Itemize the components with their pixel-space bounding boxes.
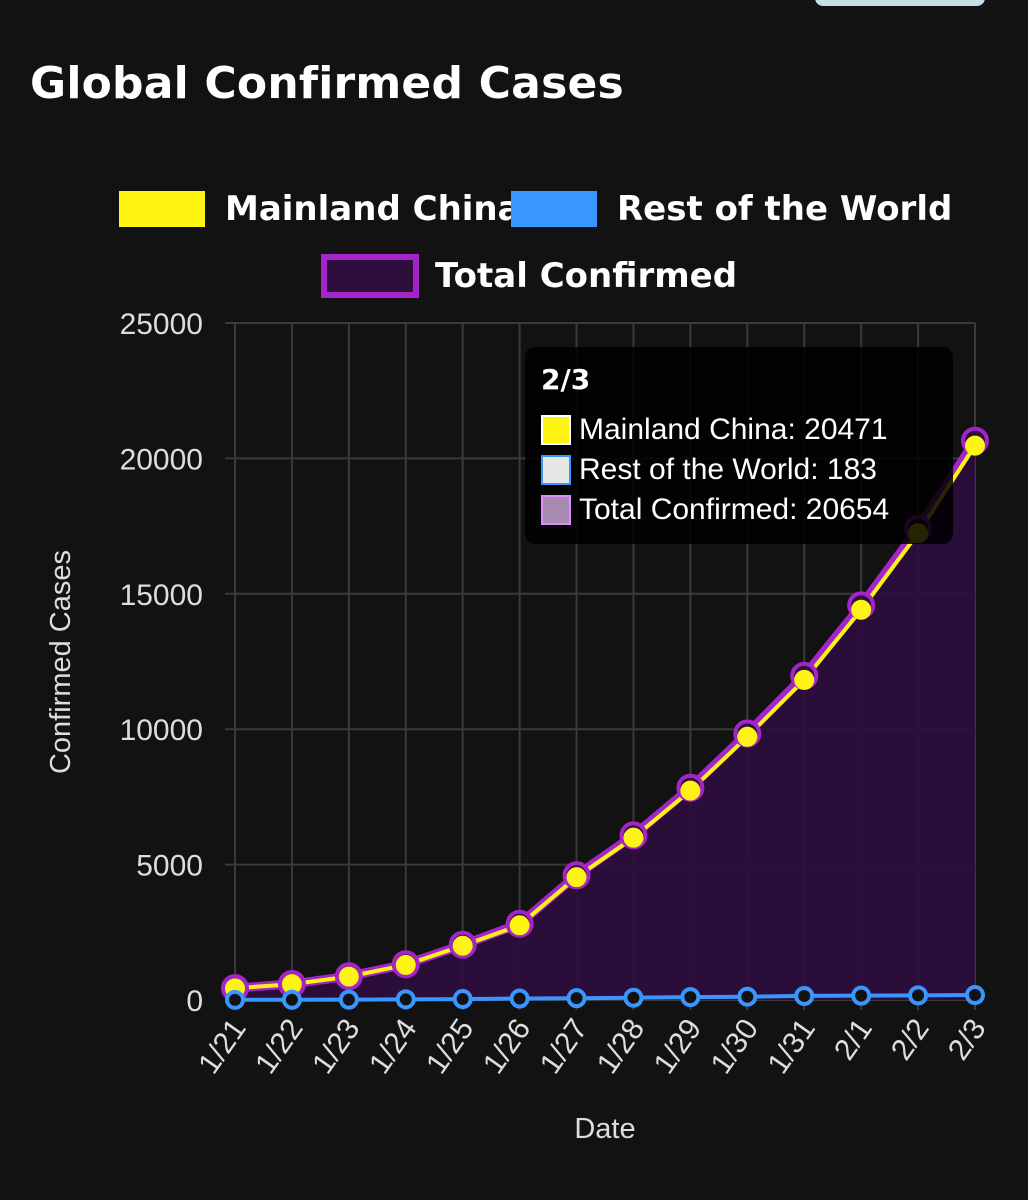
rest-of-world-point <box>908 985 929 1006</box>
x-axis-label: Date <box>574 1113 635 1145</box>
rest-of-world-point <box>281 989 302 1010</box>
y-tick-label: 20000 <box>120 443 203 476</box>
chart-title: Global Confirmed Cases <box>30 58 624 109</box>
legend-swatch-rest-of-world <box>511 191 597 227</box>
x-tick-label: 1/24 <box>363 1013 424 1080</box>
tooltip-swatch-rest-of-world <box>541 455 571 485</box>
legend-label-mainland-china: Mainland China <box>225 189 521 229</box>
x-tick-label: 1/30 <box>705 1013 766 1080</box>
rest-of-world-point <box>225 989 245 1010</box>
legend-swatch-total-confirmed <box>321 254 419 298</box>
mainland-china-point <box>680 780 701 801</box>
legend-label-total-confirmed: Total Confirmed <box>435 256 738 296</box>
legend-item-total-confirmed[interactable]: Total Confirmed <box>321 254 737 298</box>
legend-swatch-mainland-china <box>119 191 205 227</box>
x-tick-label: 1/27 <box>534 1013 595 1080</box>
chart-tooltip: 2/3 Mainland China: 20471 Rest of the Wo… <box>525 347 953 544</box>
rest-of-world-point <box>851 985 872 1006</box>
rest-of-world-point <box>680 987 701 1008</box>
x-axis-ticks: 1/211/221/231/241/251/261/271/281/291/30… <box>192 1013 993 1080</box>
tooltip-title: 2/3 <box>541 363 591 396</box>
mainland-china-point <box>851 599 872 620</box>
x-tick-label: 1/21 <box>192 1013 253 1080</box>
tooltip-text-mainland-china: Mainland China: 20471 <box>579 413 888 446</box>
mainland-china-point <box>737 726 758 747</box>
tooltip-swatch-total-confirmed <box>541 495 571 525</box>
rest-of-world-point <box>395 989 416 1010</box>
x-tick-label: 1/26 <box>477 1013 538 1080</box>
mainland-china-point <box>566 867 587 888</box>
x-tick-label: 1/25 <box>420 1013 481 1080</box>
total-confirmed-area <box>235 440 975 1000</box>
tooltip-swatch-mainland-china <box>541 415 571 445</box>
tooltip-text-rest-of-world: Rest of the World: 183 <box>579 453 877 486</box>
x-tick-label: 1/31 <box>761 1013 822 1080</box>
y-tick-label: 5000 <box>136 850 203 883</box>
rest-of-world-point <box>794 985 815 1006</box>
rest-of-world-point <box>509 988 530 1009</box>
rest-of-world-point <box>965 985 985 1006</box>
tooltip-row-mainland-china: Mainland China: 20471 <box>541 410 937 450</box>
x-tick-label: 2/2 <box>885 1013 936 1066</box>
legend-label-rest-of-world: Rest of the World <box>617 189 953 229</box>
mainland-china-point <box>965 435 985 456</box>
total-confirmed-fill <box>235 440 975 1000</box>
rest-of-world-point <box>737 986 758 1007</box>
rest-of-world-point <box>623 987 644 1008</box>
legend-item-mainland-china[interactable]: Mainland China <box>119 189 521 229</box>
y-tick-label: 25000 <box>120 308 203 341</box>
x-tick-label: 1/23 <box>306 1013 367 1080</box>
x-tick-label: 1/29 <box>648 1013 709 1080</box>
x-tick-label: 2/1 <box>828 1013 879 1066</box>
mainland-china-point <box>452 935 473 956</box>
mainland-china-point <box>395 954 416 975</box>
mainland-china-point <box>509 915 530 936</box>
x-tick-label: 2/3 <box>942 1013 993 1066</box>
tooltip-row-total-confirmed: Total Confirmed: 20654 <box>541 490 937 530</box>
tooltip-row-rest-of-world: Rest of the World: 183 <box>541 450 937 490</box>
mainland-china-point <box>623 827 644 848</box>
mainland-china-point <box>794 669 815 690</box>
y-axis-ticks: 0 5000 10000 15000 20000 25000 <box>120 308 203 1018</box>
x-tick-label: 1/28 <box>591 1013 652 1080</box>
x-tick-label: 1/22 <box>249 1013 310 1080</box>
y-tick-label: 15000 <box>120 579 203 612</box>
tooltip-text-total-confirmed: Total Confirmed: 20654 <box>579 493 890 526</box>
rest-of-world-point <box>566 988 587 1009</box>
y-axis-label: Confirmed Cases <box>45 550 77 774</box>
y-tick-label: 10000 <box>120 714 203 747</box>
rest-of-world-point <box>338 989 359 1010</box>
y-tick-label: 0 <box>186 985 203 1018</box>
mainland-china-point <box>338 966 359 987</box>
rest-of-world-point <box>452 989 473 1010</box>
legend-item-rest-of-world[interactable]: Rest of the World <box>511 189 952 229</box>
top-pill-decoration <box>815 0 985 6</box>
